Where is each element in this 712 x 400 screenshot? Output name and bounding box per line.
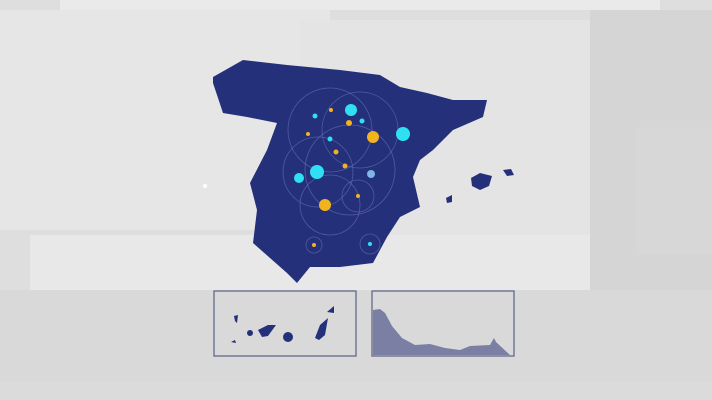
- mallorca: [471, 173, 492, 190]
- map-marker: [396, 127, 410, 141]
- inset-north-africa-coast: [371, 290, 515, 357]
- map-marker: [312, 243, 316, 247]
- map-marker: [342, 163, 348, 169]
- map-marker: [319, 199, 331, 211]
- menorca: [503, 169, 514, 176]
- map-marker: [367, 131, 379, 143]
- spain-mainland: [213, 60, 514, 283]
- map-marker: [346, 120, 352, 126]
- map-marker: [329, 108, 333, 112]
- ibiza: [446, 195, 452, 203]
- map-marker: [306, 132, 310, 136]
- map-marker: [359, 118, 365, 124]
- map-marker: [367, 170, 375, 178]
- map-marker: [294, 173, 304, 183]
- glint: [203, 184, 207, 188]
- map-marker: [310, 165, 324, 179]
- map-marker: [368, 242, 372, 246]
- map-marker: [356, 194, 360, 198]
- map-marker: [345, 104, 357, 116]
- map-marker: [312, 113, 318, 119]
- map-marker: [333, 149, 339, 155]
- map-marker: [327, 136, 333, 142]
- inset-canary-islands: [213, 290, 357, 357]
- markers: [294, 104, 410, 247]
